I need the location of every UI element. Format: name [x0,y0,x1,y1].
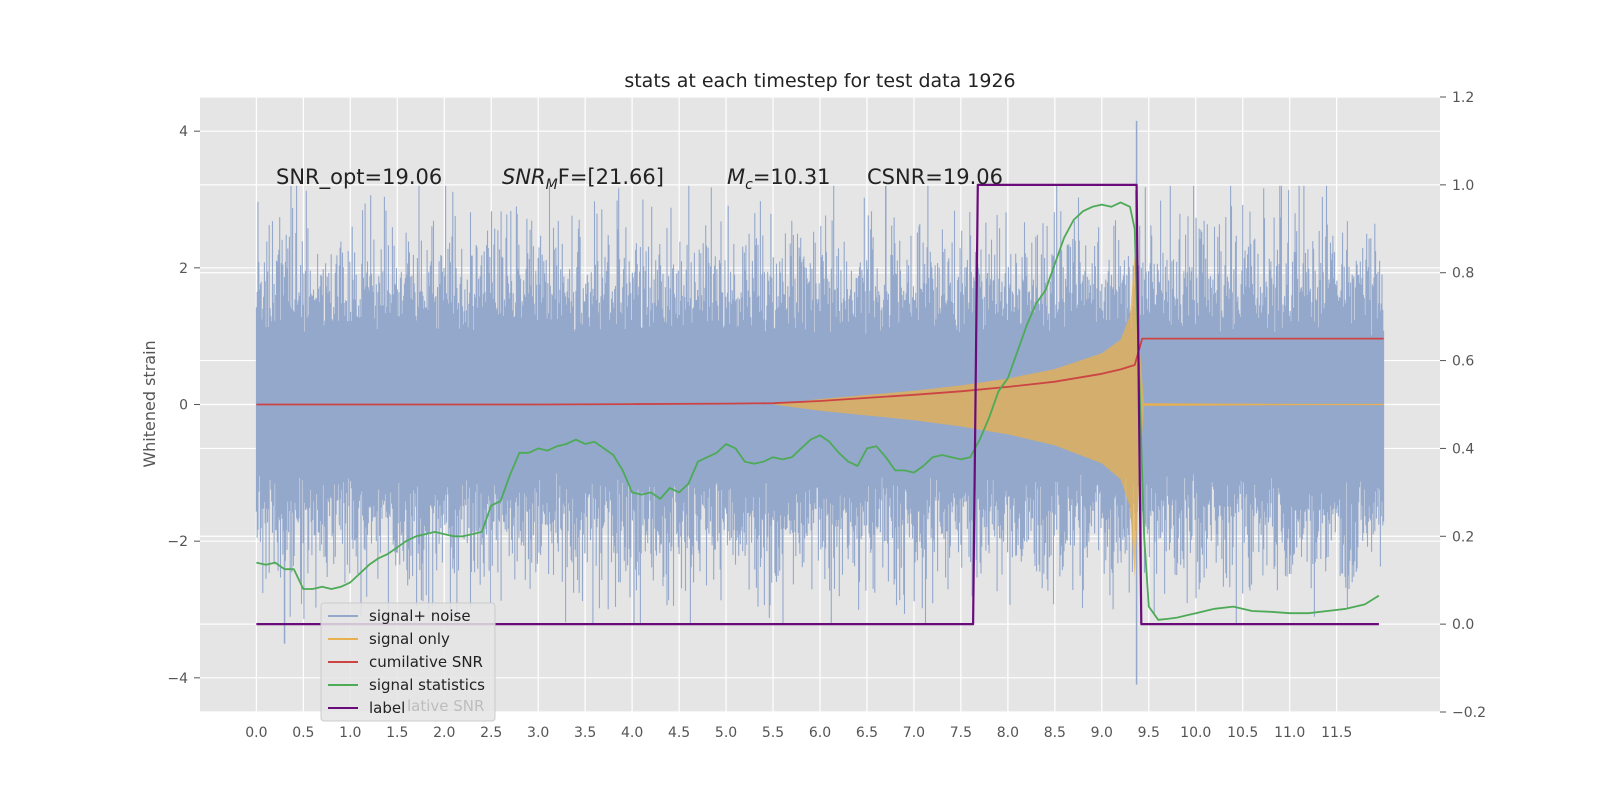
y2-tick-label: 0.2 [1452,529,1474,545]
x-tick-label: 10.0 [1180,725,1211,741]
x-tick-label: 7.0 [903,725,925,741]
label-line [256,183,1379,626]
x-tick-label: 6.5 [856,725,878,741]
signal-statistics-line [256,201,1380,621]
x-tick-label: 5.0 [715,725,737,741]
y-tick-label: 4 [179,124,188,140]
y-axis-title: Whitened strain [140,340,159,467]
x-tick-label: 3.0 [527,725,549,741]
axis-ticks: 0.0 0.5 1.0 1.5 2.0 2.5 3.0 3.5 4.0 4.5 5.0 5.5 6.0 6… [167,90,1486,741]
snr-mf-main: SNR [502,165,546,189]
x-tick-label: 10.5 [1227,725,1258,741]
y-tick-label: −4 [167,671,188,687]
x-tick-label: 7.5 [950,725,972,741]
y-tick-label: 0 [179,398,188,414]
x-tick-label: 6.0 [809,725,831,741]
legend-label-signal-statistics: signal statistics [369,676,485,694]
x-tick-label: 4.0 [621,725,643,741]
x-tick-label: 5.5 [762,725,784,741]
x-tick-label: 11.0 [1274,725,1305,741]
signal-only-series [773,254,1384,578]
y2-tick-label: 0.4 [1452,441,1474,457]
legend-box [320,602,496,722]
annotation-snr-mf: SNRMF=[21.66] [502,165,664,193]
y2-tick-label: 0.6 [1452,354,1474,370]
x-tick-label: 2.5 [480,725,502,741]
mc-rest: =10.31 [753,165,831,189]
chart-title: stats at each timestep for test data 192… [624,70,1015,92]
signal-only-band [773,254,1384,578]
y2-tick-label: 0.0 [1452,617,1474,633]
annotation-csnr: CSNR=19.06 [867,165,1003,189]
x-tick-label: 2.0 [433,725,455,741]
x-tick-label: 8.0 [997,725,1019,741]
legend-label-cumulative-snr: cumilative SNR [369,653,483,671]
legend: lative SNR signal+ noise signal only cum… [320,602,496,722]
y2-tick-label: 1.2 [1452,90,1474,106]
x-tick-label: 0.5 [292,725,314,741]
snr-mf-sub: M [546,177,558,193]
x-tick-label: 0.0 [245,725,267,741]
y2-tick-label: 1.0 [1452,178,1474,194]
snr-mf-rest: F=[21.66] [558,165,664,189]
annotation-snr-opt: SNR_opt=19.06 [276,165,442,190]
y-tick-label: −2 [167,534,188,550]
cumulative-snr-line [256,337,1384,406]
x-tick-label: 1.0 [339,725,361,741]
x-tick-label: 8.5 [1044,725,1066,741]
legend-label-signal-noise: signal+ noise [369,607,471,625]
legend-ghost-text: lative SNR [407,697,484,715]
mc-sub: c [745,177,753,193]
x-tick-label: 1.5 [386,725,408,741]
y2-tick-label: −0.2 [1452,705,1486,721]
y-tick-label: 2 [179,261,188,277]
x-tick-label: 9.0 [1091,725,1113,741]
x-tick-label: 3.5 [574,725,596,741]
y2-tick-label: 0.8 [1452,266,1474,282]
mc-main: M [727,165,745,189]
x-tick-label: 9.5 [1138,725,1160,741]
annotation-mc: Mc=10.31 [727,165,831,193]
x-tick-label: 4.5 [668,725,690,741]
x-tick-label: 11.5 [1321,725,1352,741]
legend-label-label: label [369,699,405,717]
line-series [256,183,1384,626]
legend-label-signal-only: signal only [369,630,450,648]
